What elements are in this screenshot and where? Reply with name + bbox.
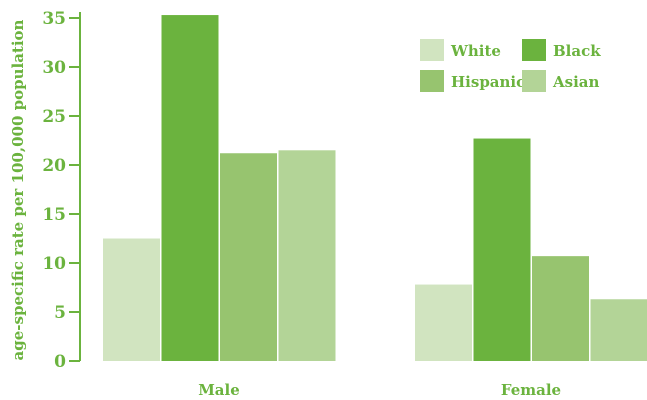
bar-female-black [474, 139, 531, 361]
legend-swatch-white [420, 39, 444, 61]
y-tick-label: 10 [42, 254, 66, 274]
y-tick-label: 20 [42, 156, 66, 176]
y-tick-label: 30 [42, 58, 66, 78]
y-axis-title: age-specific rate per 100,000 population [9, 19, 27, 360]
legend-swatch-black [522, 39, 546, 61]
bar-male-asian [279, 150, 336, 361]
bar-female-asian [591, 299, 647, 361]
bar-male-white [103, 239, 160, 362]
bar-male-hispanic [220, 153, 277, 361]
y-tick-label: 25 [42, 107, 66, 127]
legend-label-asian: Asian [552, 73, 600, 91]
y-tick-label: 0 [54, 352, 66, 372]
bar-male-black [162, 15, 219, 361]
legend-label-black: Black [553, 42, 601, 60]
bar-female-hispanic [532, 256, 589, 361]
legend-label-white: White [450, 42, 501, 60]
legend-swatch-asian [522, 70, 546, 92]
x-category-label-female: Female [501, 381, 561, 396]
y-tick-label: 15 [42, 205, 66, 225]
x-category-label-male: Male [198, 381, 240, 396]
y-tick-label: 35 [42, 9, 66, 29]
legend-swatch-hispanic [420, 70, 444, 92]
bar-female-white [415, 285, 472, 361]
legend-label-hispanic: Hispanic [451, 73, 525, 91]
y-tick-label: 5 [54, 303, 66, 323]
